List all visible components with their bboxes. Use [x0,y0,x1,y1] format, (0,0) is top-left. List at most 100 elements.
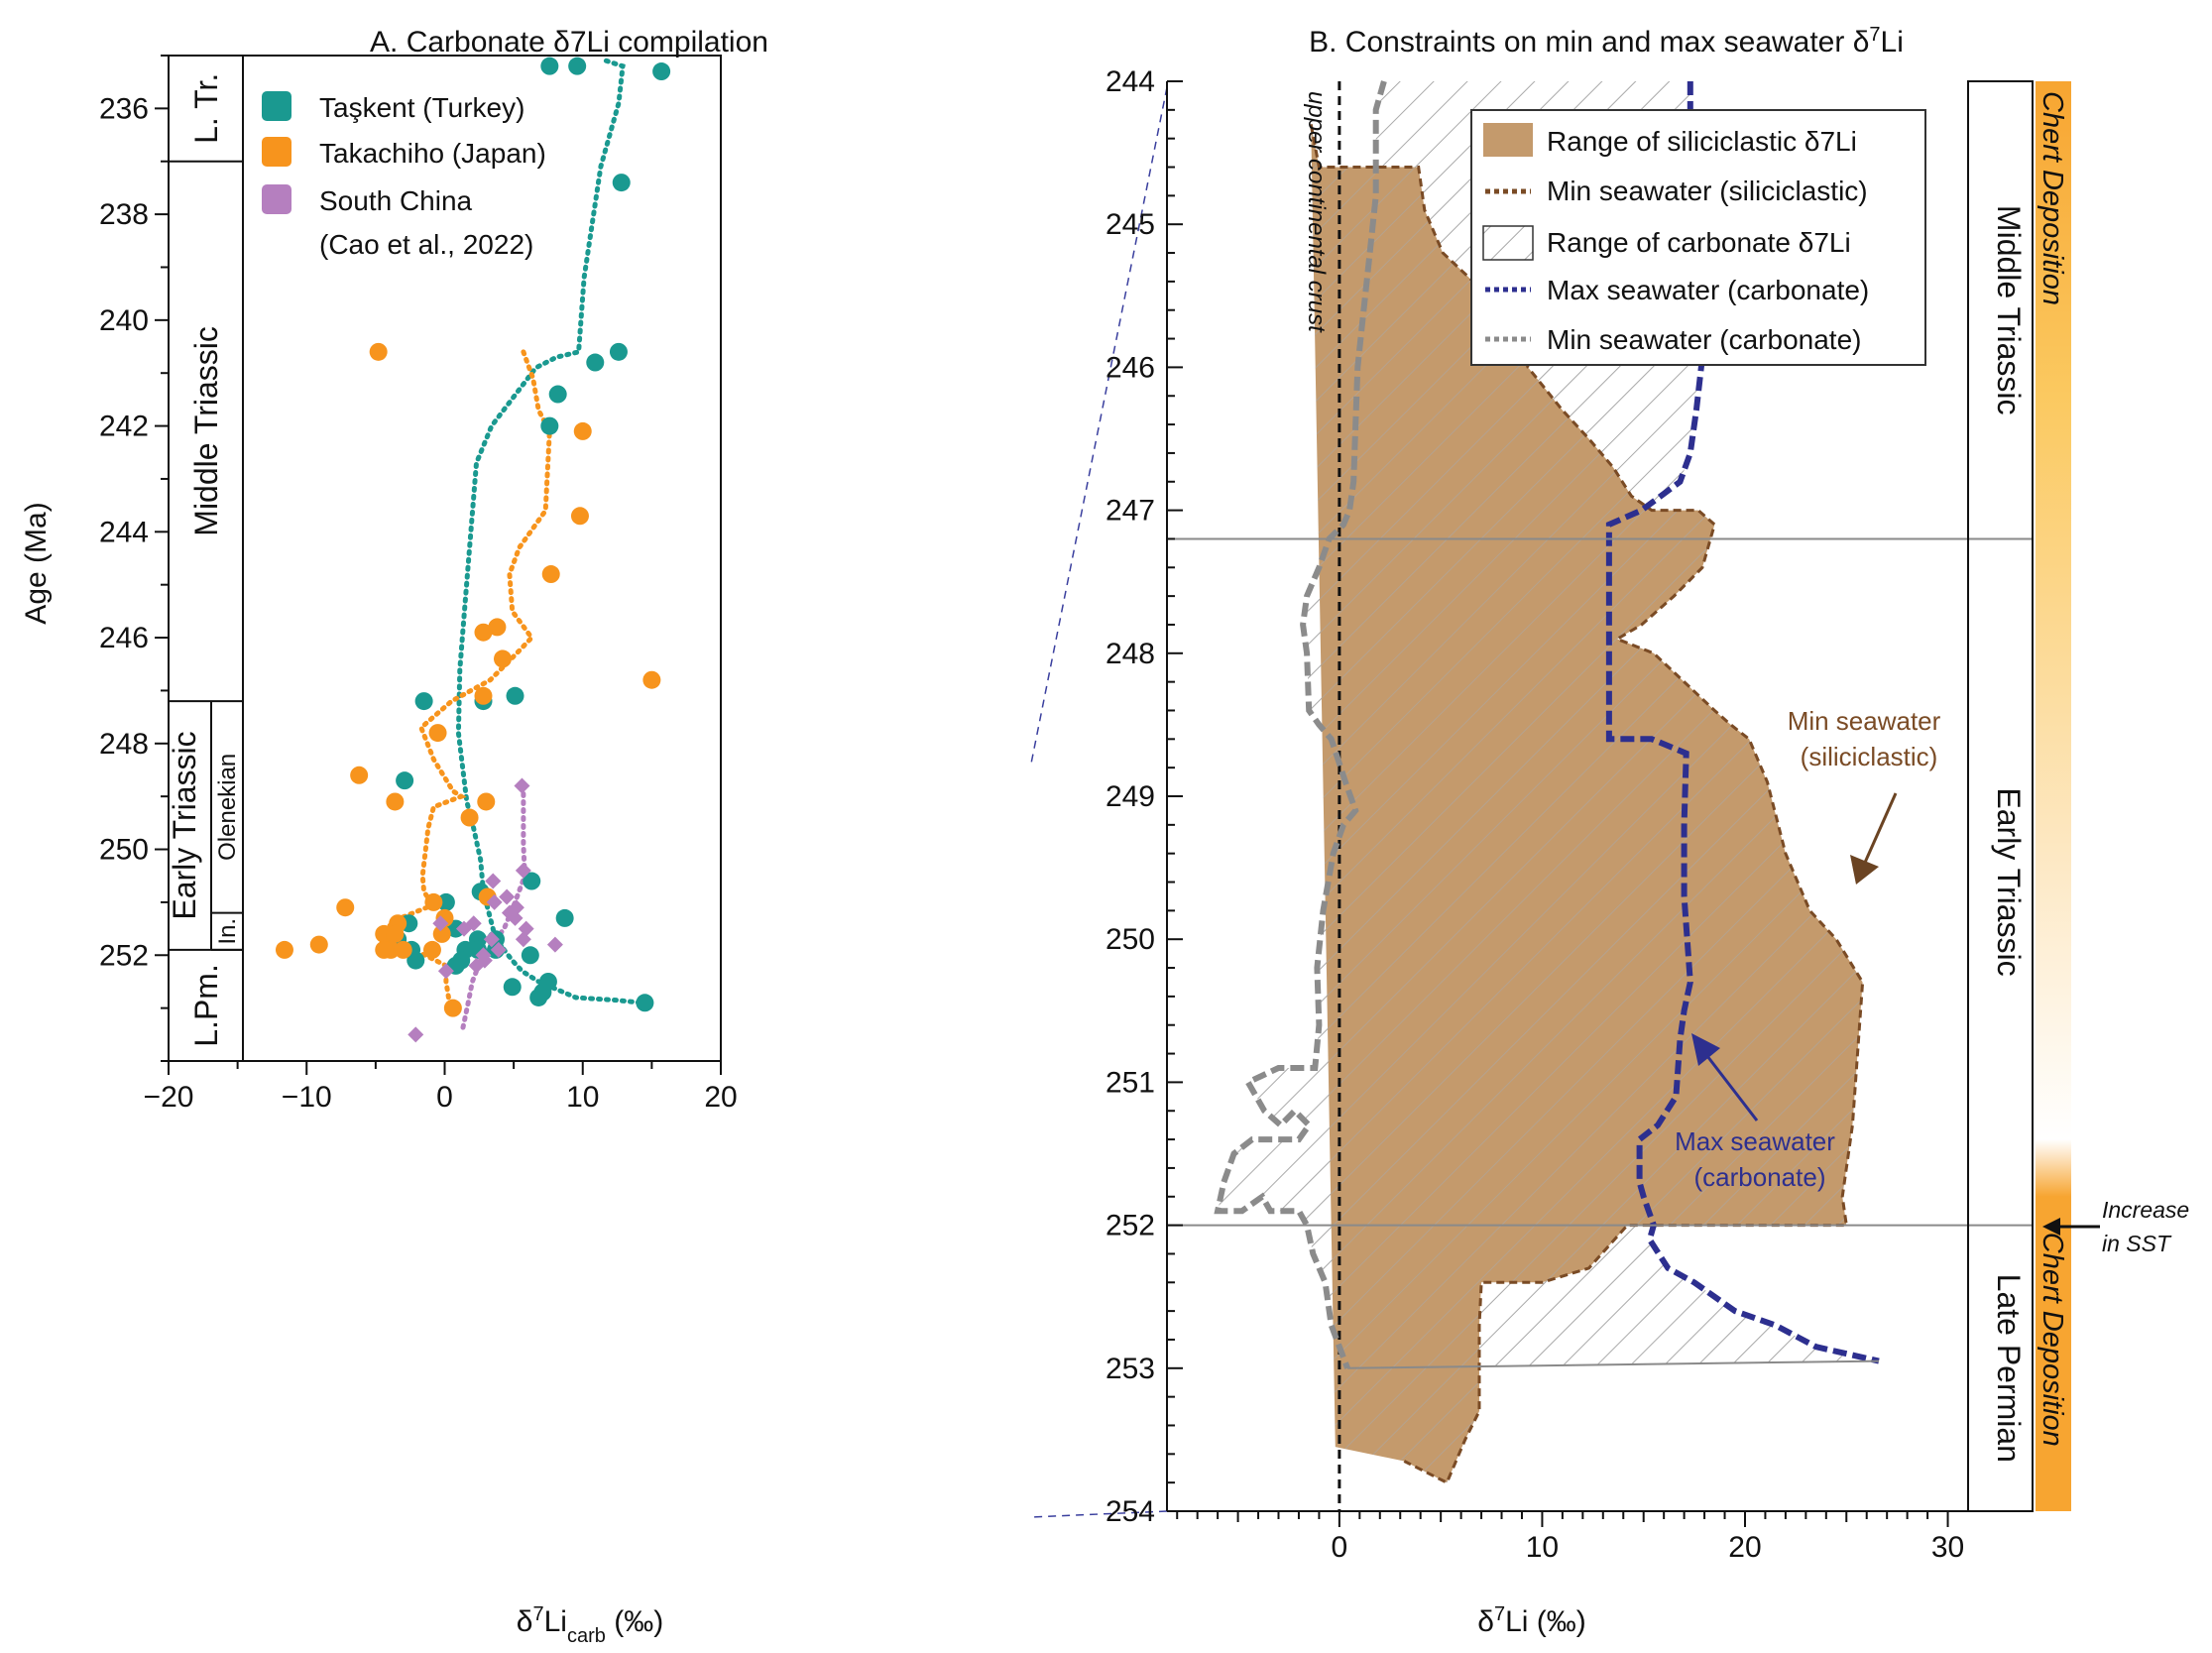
legend-label-carbonate-range: Range of carbonate δ7Li [1547,227,1851,258]
panel-b-axes: 0 10 20 30 244 245 246 247 248 249 250 251 252 253 254 [1106,65,1969,1564]
data-point-south-china-cao-et-al-2022 [437,963,454,980]
legend-swatch-takachiho [262,137,291,167]
legend-label-max-carbonate: Max seawater (carbonate) [1547,275,1869,305]
panel-a-stage-column: L. Tr. Middle Triassic Early Triassic L.Pm.… [167,56,244,1062]
panel-a-title: A. Carbonate δ7Li compilation [370,26,768,59]
legend-label-taskent: Taşkent (Turkey) [319,92,524,123]
panel-b-x-tick-label: 0 [1332,1531,1348,1564]
stage-label-early-triassic: Early Triassic [1991,787,2027,976]
data-point-south-china-cao-et-al-2022 [407,1026,424,1043]
panel-a-y-axis-label: Age (Ma) [20,502,53,624]
data-point-ta-kent-turkey [436,892,455,911]
panel-b-y-tick-label: 254 [1106,1495,1155,1528]
panel-a-x-tick-label: 20 [704,1081,737,1114]
carbonate-range-bottom-line [1347,1359,1880,1369]
stage-label-l-pm: L.Pm. [188,964,224,1047]
data-point-south-china-cao-et-al-2022 [486,893,503,910]
panel-b-x-tick-label: 10 [1526,1531,1559,1564]
data-point-ta-kent-turkey [586,353,605,372]
data-point-south-china-cao-et-al-2022 [515,931,531,948]
sst-annotation-line1: Increase [2102,1197,2189,1223]
data-point-takachiho-japan [424,892,443,911]
data-point-takachiho-japan [488,618,507,637]
panel-a-y-tick-label: 250 [99,834,149,867]
panel-b-y-tick-label: 246 [1106,351,1155,384]
panel-b-stage-frame [1967,80,2034,1512]
data-point-takachiho-japan [428,724,447,743]
legend-box [1470,109,1926,366]
data-point-ta-kent-turkey [548,385,567,404]
data-point-takachiho-japan [432,924,451,943]
panel-b-x-axis-label: δ7Li (‰) [1477,1603,1586,1638]
panel-b: B. Constraints on min and max seawater δ… [1106,24,2189,1638]
panel-a-x-axis-label: δ7Licarb (‰) [517,1603,663,1647]
panel-a-y-tick-label: 246 [99,622,149,654]
panel-b-y-tick-label: 248 [1106,638,1155,670]
legend-swatch-siliciclastic-range [1483,123,1533,157]
chert-label-lower: Chert Deposition [2037,1233,2068,1447]
panel-a-x-tick-label: −20 [144,1081,194,1114]
max-carbonate-arrow-head [1691,1033,1720,1066]
data-point-south-china-cao-et-al-2022 [432,915,449,932]
substage-label-in: In. [214,918,241,945]
trend-line-ta-kent-turkey [455,58,645,1005]
sst-arrow-head [2042,1218,2060,1236]
data-point-ta-kent-turkey [652,62,671,81]
stage-label-middle-triassic: Middle Triassic [1991,205,2027,415]
panel-a-y-tick-label: 236 [99,92,149,125]
panel-a-y-tick-label: 238 [99,198,149,231]
legend-label-south-china: South China [319,185,473,216]
data-point-ta-kent-turkey [407,951,425,970]
data-point-ta-kent-turkey [609,342,628,361]
data-point-takachiho-japan [386,792,405,811]
panel-a-y-tick-label: 248 [99,728,149,761]
data-point-ta-kent-turkey [523,872,541,890]
panel-b-title: B. Constraints on min and max seawater δ… [1309,24,1904,59]
substage-label-olenekian: Olenekian [214,754,241,861]
stage-label-early-triassic: Early Triassic [167,731,202,919]
panel-a-x-tick-label: −10 [282,1081,332,1114]
data-point-takachiho-japan [460,808,479,827]
data-point-ta-kent-turkey [503,978,522,997]
max-seawater-carbonate-line [1605,81,1880,1364]
data-point-takachiho-japan [386,924,405,943]
crust-annotation: upper continental crust [1303,91,1330,333]
siliciclastic-range-hatch-overlay [1311,124,1863,1483]
data-point-takachiho-japan [573,421,592,440]
data-point-takachiho-japan [474,686,493,705]
data-point-ta-kent-turkey [636,994,654,1012]
panel-b-y-tick-label: 245 [1106,208,1155,241]
min-siliciclastic-annotation-line2: (siliciclastic) [1801,742,1938,771]
data-point-takachiho-japan [275,940,293,959]
data-point-south-china-cao-et-al-2022 [485,873,502,889]
panel-b-x-tick-label: 30 [1931,1531,1964,1564]
data-point-takachiho-japan [493,649,512,668]
data-point-ta-kent-turkey [612,174,631,192]
legend-label-cao: (Cao et al., 2022) [319,229,533,260]
panel-a-x-tick-label: 0 [436,1081,453,1114]
panel-a-legend: Taşkent (Turkey) Takachiho (Japan) South… [262,91,546,260]
data-point-ta-kent-turkey [446,919,465,938]
panel-b-y-tick-label: 253 [1106,1353,1155,1385]
legend-label-min-siliciclastic: Min seawater (siliciclastic) [1547,176,1868,206]
zoom-connector-top [1030,86,1168,765]
chert-deposition-bar [2036,81,2071,1511]
data-point-takachiho-japan [541,565,560,584]
data-point-takachiho-japan [375,940,394,959]
legend-swatch-taskent [262,91,291,121]
data-point-takachiho-japan [443,999,462,1017]
data-point-south-china-cao-et-al-2022 [455,920,472,937]
panel-a-data-points [275,57,671,1043]
panel-a-y-tick-label: 252 [99,939,149,972]
data-point-ta-kent-turkey [414,692,433,711]
panel-a-y-tick-label: 240 [99,304,149,337]
panel-b-y-tick-label: 251 [1106,1066,1155,1099]
data-point-ta-kent-turkey [396,771,414,790]
data-point-takachiho-japan [309,935,328,954]
data-point-takachiho-japan [474,623,493,642]
legend-swatch-south-china [262,184,291,214]
panel-a-y-tick-label: 244 [99,516,149,548]
data-point-ta-kent-turkey [506,686,524,705]
legend-label-siliciclastic-range: Range of siliciclastic δ7Li [1547,126,1857,157]
panel-b-stage-column: Middle Triassic Early Triassic Late Permia… [1967,80,2071,1512]
